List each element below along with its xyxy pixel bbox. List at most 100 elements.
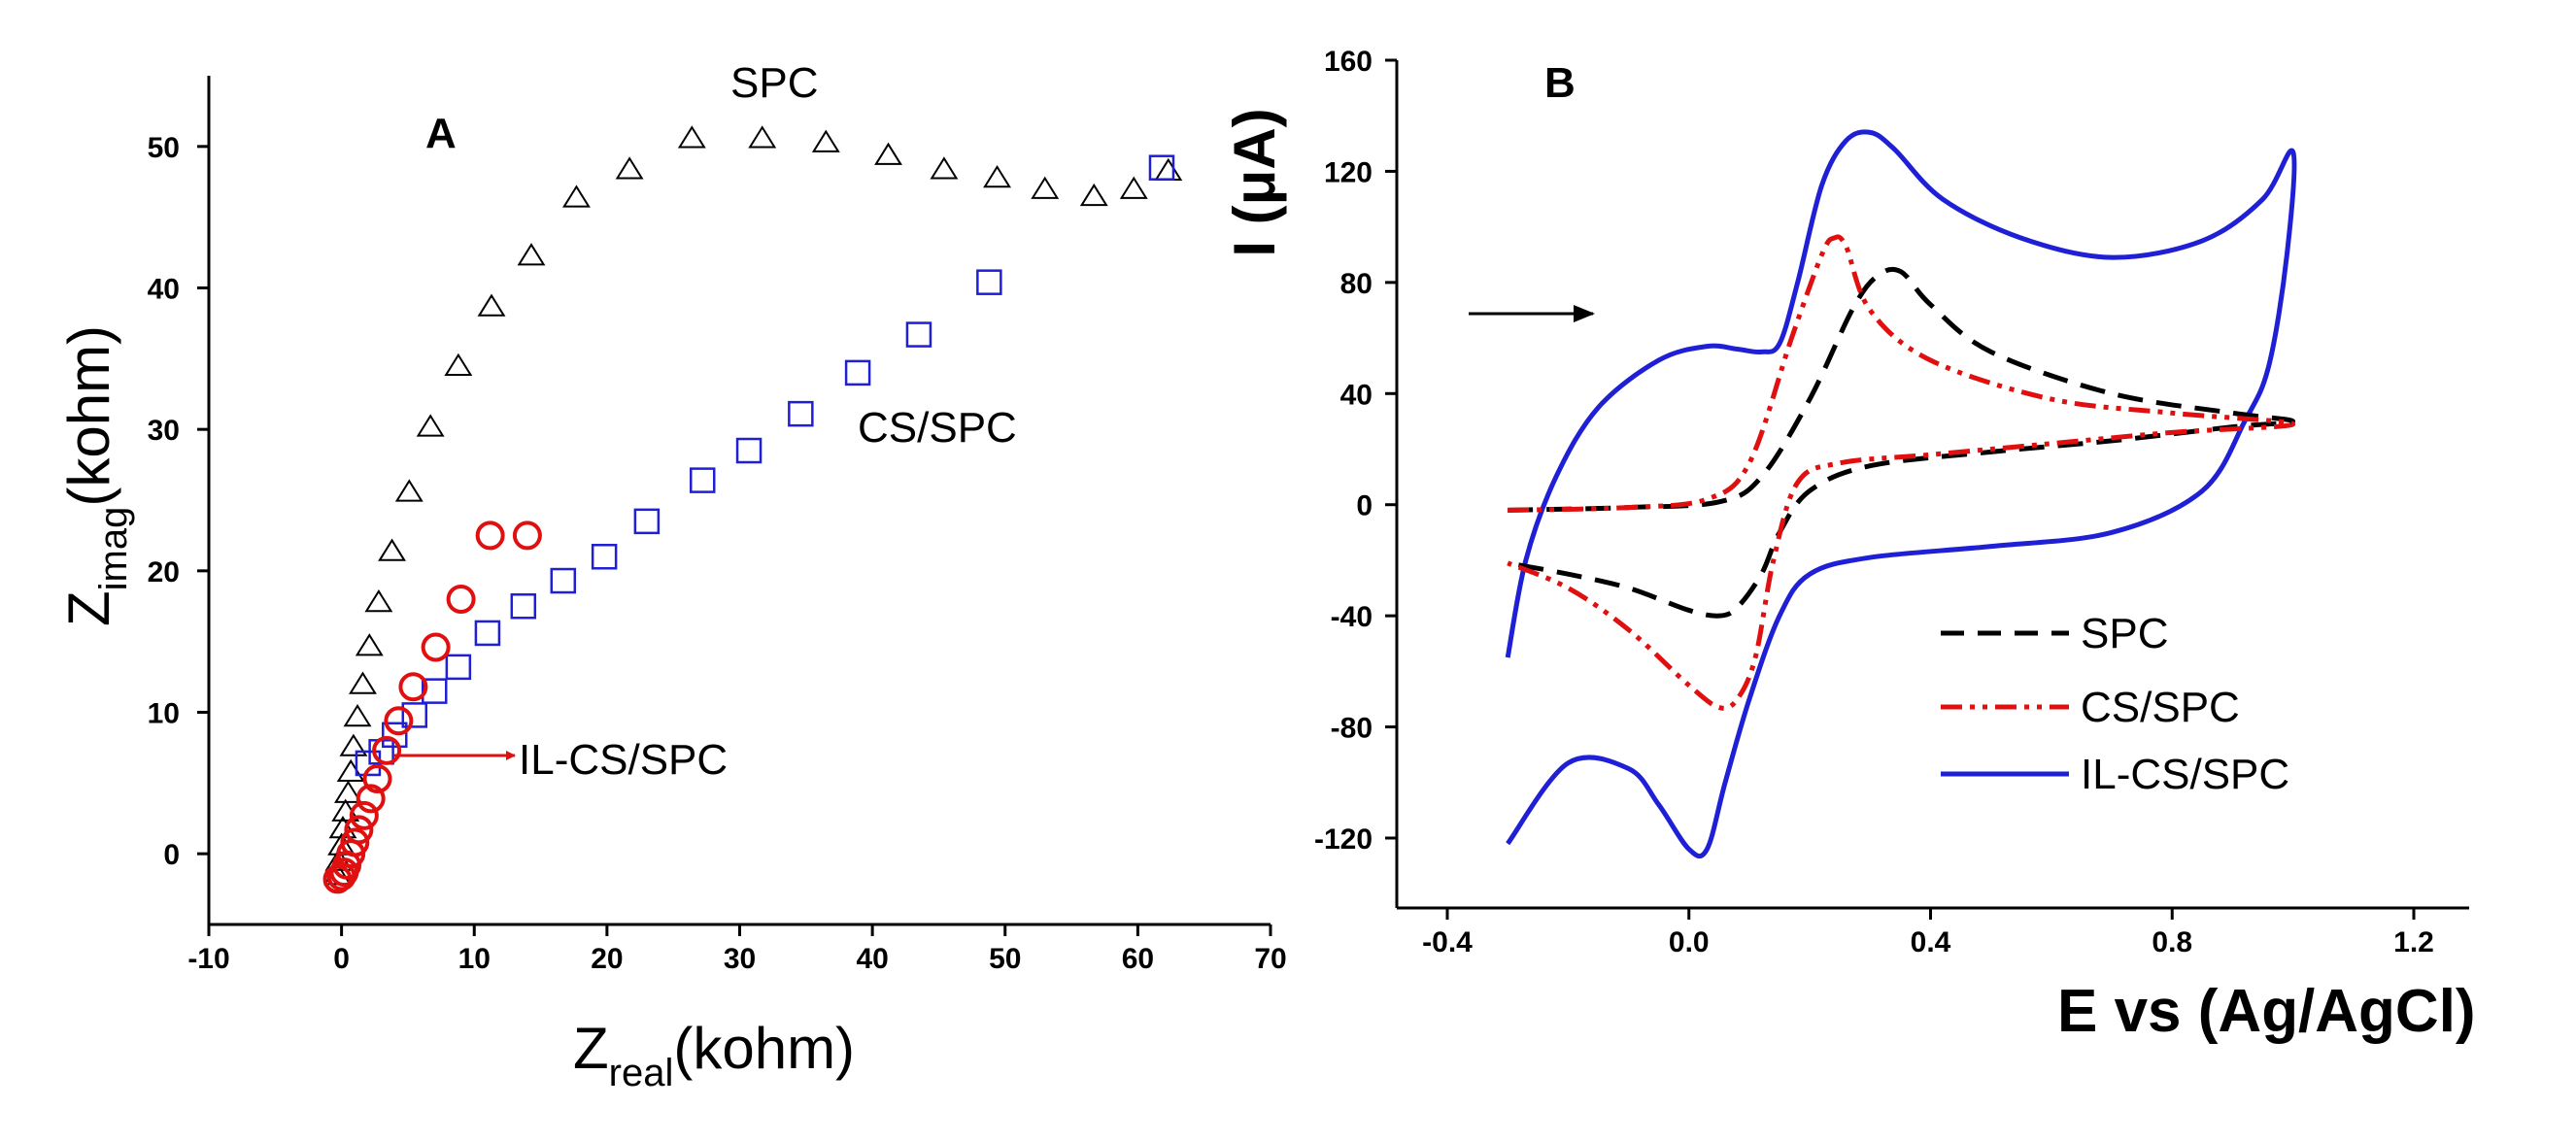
panel-a-plot-area: -10 0 10 20 30 40 50 60 70 0 10 20 30 40 50 bbox=[148, 76, 1287, 975]
panel-a-series bbox=[322, 125, 1183, 894]
data-point-spc bbox=[336, 758, 365, 783]
data-point-spc bbox=[477, 293, 506, 317]
panel-a-x-tick-label: -10 bbox=[187, 943, 229, 975]
data-point-il-cs-spc bbox=[512, 521, 542, 551]
panel-a-y-axis-title-sub: imag bbox=[92, 507, 135, 591]
data-point-il-cs-spc bbox=[384, 706, 414, 736]
panel-b-y-tick-label: 40 bbox=[1340, 379, 1373, 411]
panel-a-label: A bbox=[425, 110, 457, 157]
data-point-spc bbox=[811, 129, 840, 152]
data-point-spc bbox=[378, 538, 406, 561]
data-point-spc bbox=[364, 588, 393, 613]
data-point-spc bbox=[562, 185, 591, 208]
panel-b-x-tick-label: -0.4 bbox=[1422, 926, 1473, 958]
panel-b-x-tick-label: 0.0 bbox=[1669, 926, 1710, 958]
panel-b-y-tick-label: -120 bbox=[1314, 823, 1373, 856]
data-point-il-cs-spc bbox=[475, 521, 505, 551]
panel-a-x-tick-label: 70 bbox=[1254, 943, 1286, 975]
data-point-il-cs-spc bbox=[372, 735, 402, 765]
panel-b-y-ticks: 160 120 80 40 0 -40 -80 -120 bbox=[1314, 46, 1397, 856]
data-point-cs-spc bbox=[401, 702, 428, 728]
data-point-spc bbox=[394, 479, 424, 502]
panel-b-y-axis-title: I (μA) bbox=[1222, 108, 1287, 256]
data-point-spc bbox=[1031, 176, 1060, 199]
legend-label-il-cs-spc: IL-CS/SPC bbox=[2081, 751, 2289, 798]
data-point-spc bbox=[517, 243, 546, 266]
panel-a-y-tick-label: 20 bbox=[148, 556, 180, 588]
data-point-il-cs-spc bbox=[344, 815, 374, 845]
data-point-cs-spc bbox=[591, 544, 618, 570]
panel-a-y-tick-label: 10 bbox=[148, 698, 180, 730]
data-point-spc bbox=[339, 733, 368, 756]
annotation-cs-spc: CS/SPC bbox=[858, 404, 1017, 452]
data-point-cs-spc bbox=[550, 567, 577, 594]
panel-a-x-tick-label: 0 bbox=[333, 943, 350, 975]
panel-b-y-tick-label: 80 bbox=[1340, 268, 1373, 300]
panel-a-y-tick-label: 40 bbox=[148, 274, 180, 306]
data-point-spc bbox=[615, 156, 644, 180]
panel-b-plot-area: -0.4 0.0 0.4 0.8 1.2 160 120 80 40 0 -40 -80 -120 bbox=[1314, 46, 2469, 958]
data-point-cs-spc bbox=[976, 269, 1002, 295]
data-point-cs-spc bbox=[689, 467, 716, 493]
data-point-il-cs-spc bbox=[356, 784, 386, 814]
series-line-spc bbox=[1507, 266, 2296, 619]
series-il-cs-spc bbox=[322, 521, 542, 894]
legend-label-spc: SPC bbox=[2081, 610, 2168, 657]
data-point-spc bbox=[677, 125, 706, 149]
data-point-cs-spc bbox=[510, 593, 537, 620]
panel-a-y-tick-label: 30 bbox=[148, 415, 180, 447]
panel-b-x-tick-label: 0.4 bbox=[1911, 926, 1951, 958]
panel-a-x-tick-label: 40 bbox=[856, 943, 888, 975]
data-point-cs-spc bbox=[735, 437, 763, 464]
data-point-cs-spc bbox=[422, 678, 448, 704]
panel-b-y-tick-label: 120 bbox=[1324, 156, 1373, 188]
data-point-il-cs-spc bbox=[446, 584, 476, 614]
series-line-cs-spc bbox=[1507, 234, 2296, 711]
data-point-spc bbox=[355, 633, 384, 656]
data-point-cs-spc bbox=[905, 321, 932, 348]
panel-a-x-tick-label: 30 bbox=[724, 943, 756, 975]
data-point-il-cs-spc bbox=[349, 800, 379, 830]
data-point-cs-spc bbox=[1148, 154, 1175, 181]
panel-a-x-ticks: -10 0 10 20 30 40 50 60 70 bbox=[187, 924, 1287, 975]
series-spc bbox=[323, 125, 1183, 886]
legend-label-cs-spc: CS/SPC bbox=[2081, 684, 2240, 731]
data-point-spc bbox=[1154, 157, 1183, 181]
panel-a-y-axis-title-main: Z bbox=[56, 590, 121, 626]
series-cs-spc bbox=[355, 154, 1175, 777]
data-point-il-cs-spc bbox=[340, 827, 370, 857]
panel-b-series bbox=[1505, 129, 2297, 859]
data-point-cs-spc bbox=[633, 508, 661, 535]
panel-b-x-axis-title: E vs (Ag/AgCl) bbox=[2057, 978, 2476, 1045]
data-point-spc bbox=[444, 353, 473, 376]
panel-a-y-axis-title-unit: (kohm) bbox=[56, 325, 121, 507]
panel-a-y-ticks: 0 10 20 30 40 50 bbox=[148, 132, 209, 871]
panel-b-y-tick-label: -40 bbox=[1331, 601, 1373, 633]
panel-a-x-tick-label: 60 bbox=[1122, 943, 1154, 975]
data-point-spc bbox=[748, 125, 777, 149]
panel-a-x-tick-label: 20 bbox=[591, 943, 623, 975]
panel-a-y-tick-label: 0 bbox=[163, 839, 180, 871]
panel-b-legend: SPC CS/SPC IL-CS/SPC bbox=[1941, 610, 2289, 798]
panel-a-x-tick-label: 10 bbox=[458, 943, 491, 975]
panel-a-x-tick-label: 50 bbox=[989, 943, 1021, 975]
panel-b-x-ticks: -0.4 0.0 0.4 0.8 1.2 bbox=[1422, 908, 2434, 958]
data-point-cs-spc bbox=[445, 654, 472, 681]
data-point-cs-spc bbox=[474, 620, 501, 647]
panel-b-y-tick-label: 0 bbox=[1356, 490, 1373, 522]
data-point-spc bbox=[349, 671, 377, 694]
panel-a-x-axis-title: Zreal(kohm) bbox=[573, 1016, 855, 1094]
panel-a-x-axis-title-sub: real bbox=[609, 1052, 674, 1094]
data-point-spc bbox=[343, 703, 372, 727]
data-point-spc bbox=[334, 780, 362, 803]
data-point-spc bbox=[874, 142, 902, 165]
panel-a-x-axis-title-main: Z bbox=[573, 1016, 609, 1081]
panel-b-x-tick-label: 0.8 bbox=[2152, 926, 2192, 958]
panel-b-x-tick-label: 1.2 bbox=[2393, 926, 2434, 958]
data-point-cs-spc bbox=[788, 400, 814, 427]
panel-b-y-tick-label: 160 bbox=[1324, 46, 1373, 78]
panel-b-label: B bbox=[1544, 59, 1576, 107]
series-line-il-cs-spc bbox=[1505, 129, 2297, 859]
panel-b: -0.4 0.0 0.4 0.8 1.2 160 120 80 40 0 -40 -80 -120 B… bbox=[1222, 46, 2476, 1045]
